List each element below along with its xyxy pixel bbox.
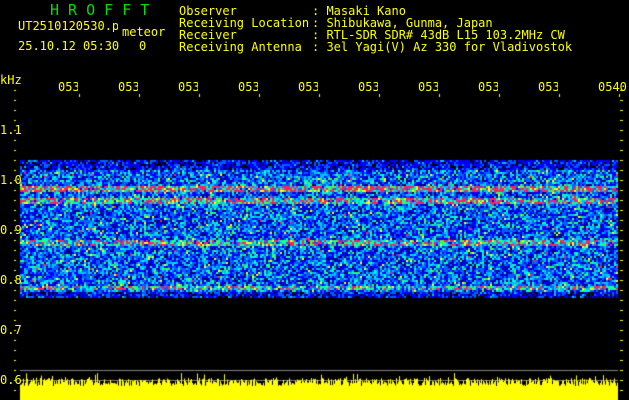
time-tick: 0539 bbox=[538, 81, 558, 93]
time-tick: 0531 bbox=[58, 81, 78, 93]
freq-tick: 1.1 bbox=[0, 123, 22, 137]
time-tick: 0534 bbox=[238, 81, 258, 93]
antenna-label: Receiving Antenna bbox=[179, 40, 302, 54]
time-tick: 0532 bbox=[118, 81, 138, 93]
datetime: 25.10.12 05:30 bbox=[18, 39, 120, 53]
observer-value: Masaki Kano bbox=[326, 4, 406, 18]
observer-label: Observer bbox=[179, 4, 237, 18]
time-tick: 0538 bbox=[478, 81, 498, 93]
time-tick: 0540 bbox=[598, 81, 627, 93]
receiver-value: RTL-SDR SDR# 43dB L15 103.2MHz CW bbox=[326, 28, 565, 42]
location-value: Shibukawa, Gunma, Japan bbox=[326, 16, 493, 30]
freq-tick: 0.6 bbox=[0, 373, 22, 387]
time-tick: 0537 bbox=[418, 81, 438, 93]
freq-tick: 0.7 bbox=[0, 323, 22, 337]
freq-tick: 0.8 bbox=[0, 273, 22, 287]
file-name: UT2510120530.png bbox=[18, 20, 118, 32]
time-tick: 0535 bbox=[298, 81, 318, 93]
receiver-label: Receiver bbox=[179, 28, 237, 42]
time-tick: 0536 bbox=[358, 81, 378, 93]
freq-tick: 1.0 bbox=[0, 173, 22, 187]
antenna-value: 3el Yagi(V) Az 330 for Vladivostok bbox=[326, 40, 573, 54]
freq-tick: 0.9 bbox=[0, 223, 22, 237]
mode-label: meteor bbox=[122, 25, 166, 39]
count: 0 bbox=[139, 40, 147, 52]
location-label: Receiving Location bbox=[179, 16, 310, 30]
time-tick: 0533 bbox=[178, 81, 198, 93]
unit-label: kHz bbox=[0, 73, 22, 87]
app-title: H R O F F T bbox=[50, 3, 150, 18]
